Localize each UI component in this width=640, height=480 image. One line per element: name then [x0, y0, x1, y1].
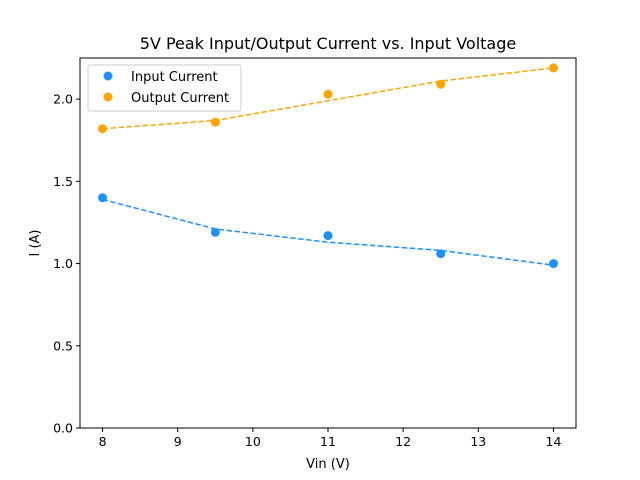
x-axis-ticks: 8 9 10 11 12 13 14 — [99, 428, 562, 449]
y-tick-label: 0.0 — [53, 421, 73, 436]
legend: Input Current Output Current — [87, 64, 242, 112]
x-tick-label: 8 — [99, 434, 107, 449]
chart-title: 5V Peak Input/Output Current vs. Input V… — [140, 34, 516, 53]
input-current-point — [323, 231, 333, 241]
x-tick-label: 14 — [546, 434, 562, 449]
legend-marker-output-current — [103, 92, 113, 102]
x-tick-label: 13 — [470, 434, 486, 449]
output-current-point — [210, 117, 220, 127]
legend-label-output-current: Output Current — [131, 91, 229, 106]
plot-marks — [98, 63, 558, 269]
y-axis-label: I (A) — [28, 229, 43, 256]
x-tick-label: 10 — [245, 434, 261, 449]
x-tick-label: 9 — [174, 434, 182, 449]
input-current-point — [549, 259, 558, 269]
input-current-point — [436, 249, 446, 259]
input-current-fit-line — [102, 198, 554, 266]
y-tick-label: 1.5 — [53, 174, 73, 189]
y-tick-label: 2.0 — [53, 92, 73, 107]
output-current-fit-line — [102, 67, 554, 130]
x-tick-label: 12 — [395, 434, 411, 449]
x-tick-label: 11 — [320, 434, 336, 449]
y-tick-label: 1.0 — [53, 256, 73, 271]
output-current-point — [436, 79, 446, 89]
output-current-point — [323, 89, 333, 99]
output-current-point — [549, 63, 558, 73]
y-tick-label: 0.5 — [53, 338, 73, 353]
legend-box — [87, 64, 242, 112]
y-axis-ticks: 0.0 0.5 1.0 1.5 2.0 — [53, 92, 80, 436]
legend-label-input-current: Input Current — [131, 70, 218, 85]
input-current-point — [210, 227, 220, 237]
output-current-point — [98, 124, 107, 134]
input-current-point — [98, 193, 107, 203]
x-axis-label: Vin (V) — [306, 457, 350, 472]
legend-marker-input-current — [103, 71, 113, 81]
